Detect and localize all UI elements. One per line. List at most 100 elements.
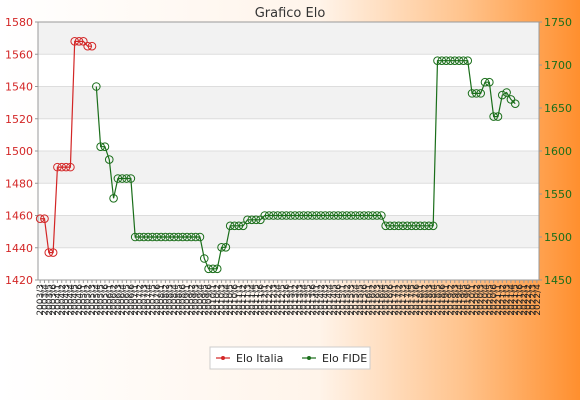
data-point	[364, 211, 373, 220]
x-axis: 2003/32003/42003/52003/62004/12004/22004…	[36, 280, 543, 316]
data-point	[433, 56, 442, 66]
data-point	[472, 89, 481, 98]
x-tick-label: 2003/3	[36, 284, 46, 316]
x-tick-label: 2010/5	[226, 284, 236, 316]
data-point	[143, 232, 153, 242]
data-point	[269, 211, 278, 220]
data-point	[96, 142, 105, 151]
data-point	[161, 232, 170, 242]
x-tick-label: 2003/4	[40, 284, 50, 316]
data-point	[139, 232, 149, 242]
data-point	[312, 211, 321, 220]
x-tick-label: 2019/3	[451, 284, 461, 316]
x-tick-label: 2014/1	[313, 284, 323, 316]
data-point	[122, 174, 131, 183]
data-point	[368, 211, 378, 220]
data-point	[502, 88, 511, 97]
x-tick-label: 2004/2	[58, 284, 68, 316]
data-point	[420, 221, 429, 231]
data-point	[342, 211, 352, 220]
x-tick-label: 2019/1	[442, 284, 452, 316]
x-tick-label: 2009/6	[205, 284, 215, 316]
x-tick-label: 2018/2	[421, 284, 431, 316]
x-tick-label: 2011/2	[239, 284, 249, 316]
data-point	[480, 77, 490, 87]
x-tick-label: 2005/1	[79, 284, 89, 316]
data-point	[329, 211, 339, 220]
x-tick-label: 2020/4	[481, 284, 491, 316]
x-tick-label: 2006/1	[105, 284, 115, 316]
x-tick-label: 2012/4	[274, 284, 284, 316]
data-point	[316, 211, 326, 220]
x-tick-label: 2019/5	[459, 284, 469, 316]
x-tick-label: 2004/6	[75, 284, 85, 316]
x-tick-label: 2016/1	[364, 284, 374, 316]
x-tick-label: 2015/3	[347, 284, 357, 316]
data-point	[338, 211, 347, 220]
data-point	[35, 214, 45, 224]
x-tick-label: 2014/6	[334, 284, 344, 316]
y-left-tick-label: 1560	[5, 48, 33, 61]
x-tick-label: 2004/5	[71, 284, 81, 316]
data-point	[92, 82, 101, 91]
x-tick-label: 2013/1	[287, 284, 297, 316]
data-point	[286, 211, 295, 220]
data-point	[385, 221, 395, 231]
y-left-tick-label: 1480	[5, 177, 33, 190]
series-line	[40, 40, 92, 254]
data-point	[44, 248, 54, 257]
data-point	[333, 211, 343, 220]
x-tick-label: 2022/4	[533, 284, 543, 316]
data-point	[320, 211, 330, 220]
data-point	[407, 221, 416, 231]
x-tick-label: 2017/2	[395, 284, 405, 316]
x-tick-label: 2005/4	[92, 284, 102, 316]
x-tick-label: 2008/1	[157, 284, 167, 316]
data-point	[238, 221, 248, 231]
x-tick-label: 2010/1	[209, 284, 219, 316]
x-tick-label: 2006/2	[110, 284, 120, 316]
x-tick-label: 2020/2	[472, 284, 482, 316]
x-tick-label: 2015/1	[338, 284, 348, 316]
data-point	[53, 162, 62, 172]
x-tick-label: 2004/4	[66, 284, 76, 316]
data-point	[169, 232, 179, 242]
x-tick-label: 2007/2	[135, 284, 145, 316]
x-tick-label: 2012/5	[278, 284, 288, 316]
data-point	[217, 243, 226, 252]
x-tick-label: 2015/5	[356, 284, 366, 316]
data-point	[415, 221, 425, 231]
data-point	[199, 254, 209, 263]
x-tick-label: 2011/5	[252, 284, 262, 316]
x-tick-label: 2019/6	[464, 284, 474, 316]
x-tick-label: 2015/4	[351, 284, 361, 316]
x-tick-label: 2017/6	[412, 284, 422, 316]
x-tick-label: 2022/1	[520, 284, 530, 316]
x-tick-label: 2007/6	[153, 284, 163, 316]
x-tick-label: 2003/5	[45, 284, 55, 316]
data-point	[66, 162, 75, 172]
data-point	[83, 41, 92, 51]
y-right-tick-label: 1550	[544, 188, 572, 201]
data-point	[303, 211, 313, 220]
x-tick-label: 2009/4	[196, 284, 206, 316]
legend-swatch-marker	[307, 356, 311, 360]
data-point	[424, 221, 434, 231]
data-point	[182, 232, 192, 242]
data-point	[282, 211, 291, 220]
x-tick-label: 2018/5	[434, 284, 444, 316]
data-point	[117, 174, 127, 183]
data-point	[256, 215, 265, 225]
x-tick-label: 2006/5	[123, 284, 133, 316]
x-tick-label: 2021/3	[503, 284, 513, 316]
x-tick-label: 2016/2	[369, 284, 379, 316]
x-tick-label: 2004/3	[62, 284, 72, 316]
y-right-tick-label: 1750	[544, 16, 572, 29]
data-point	[130, 232, 140, 242]
data-point	[243, 215, 252, 225]
y-right-tick-label: 1500	[544, 231, 572, 244]
x-tick-label: 2012/2	[265, 284, 275, 316]
x-tick-label: 2022/3	[529, 284, 539, 316]
data-point	[40, 214, 49, 224]
x-tick-label: 2019/2	[446, 284, 456, 316]
